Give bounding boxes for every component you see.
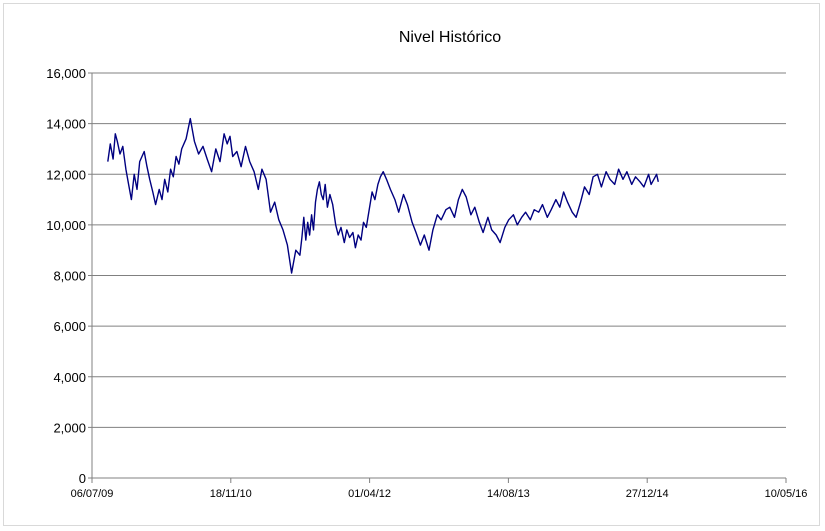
series-group: [107, 117, 659, 274]
x-tick-label: 06/07/09: [71, 488, 114, 500]
y-tick-label: 2,000: [53, 420, 86, 435]
y-tick-label: 10,000: [46, 218, 86, 233]
y-tick-label: 8,000: [53, 269, 86, 284]
y-tick-label: 6,000: [53, 319, 86, 334]
y-axis-ticks: 0 2,000 4,000 6,000 8,000 10,000 12,000 14,000 1…: [46, 66, 92, 486]
chart-area: [3, 3, 820, 526]
y-tick-label: 0: [79, 471, 86, 486]
x-tick-label: 18/11/10: [210, 488, 252, 500]
chart-title: Nivel Histórico: [399, 29, 501, 46]
y-tick-label: 4,000: [53, 370, 86, 385]
y-tick-label: 12,000: [46, 167, 86, 182]
series-line: [107, 117, 659, 274]
y-tick-label: 14,000: [46, 117, 86, 132]
x-tick-label: 10/05/16: [765, 488, 808, 500]
x-tick-label: 27/12/14: [626, 488, 669, 500]
x-tick-label: 01/04/12: [348, 488, 391, 500]
y-tick-label: 16,000: [46, 66, 86, 81]
x-axis-ticks: 06/07/09 18/11/10 01/04/12 14/08/13 27/12/14…: [71, 478, 808, 500]
gridlines: [92, 72, 786, 428]
x-tick-label: 14/08/13: [487, 488, 530, 500]
